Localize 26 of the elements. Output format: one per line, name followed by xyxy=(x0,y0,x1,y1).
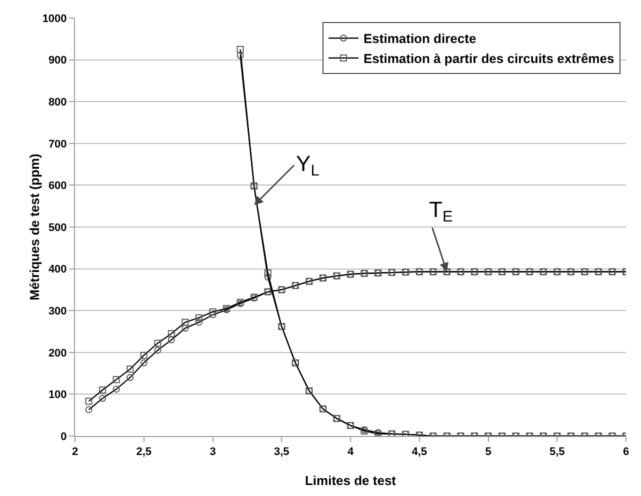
x-tick-label: 4,5 xyxy=(412,446,428,458)
x-axis-title: Limites de test xyxy=(304,473,397,488)
y-tick-label: 400 xyxy=(48,264,67,276)
x-tick-label: 2 xyxy=(72,446,78,458)
y-tick-label: 500 xyxy=(48,222,67,234)
y-tick-label: 600 xyxy=(48,180,67,192)
x-tick-label: 3,5 xyxy=(274,446,290,458)
x-tick-label: 4 xyxy=(347,446,354,458)
y-tick-label: 900 xyxy=(48,54,67,67)
annotation: T$_{E}$ xyxy=(429,197,453,226)
x-tick-label: 3 xyxy=(210,446,216,458)
y-tick-label: 100 xyxy=(48,389,67,402)
y-tick-label: 700 xyxy=(48,138,67,150)
x-tick-label: 2,5 xyxy=(136,446,152,458)
y-tick-label: 200 xyxy=(48,347,67,360)
x-tick-label: 6 xyxy=(622,446,630,458)
x-tick-label: 5 xyxy=(485,446,492,458)
y-tick-label: 300 xyxy=(48,305,67,318)
y-tick-label: 800 xyxy=(48,96,67,108)
x-tick-label: 5,5 xyxy=(549,446,565,458)
y-axis-title: Métriques de test (ppm) xyxy=(27,154,42,300)
annotation: Y$_{L}$ xyxy=(296,151,320,180)
legend-label: Estimation directe xyxy=(363,31,476,46)
y-tick-label: 1000 xyxy=(42,12,67,25)
y-tick-label: 0 xyxy=(60,430,67,443)
legend-label: Estimation à partir des circuits extrêmes xyxy=(363,51,614,66)
